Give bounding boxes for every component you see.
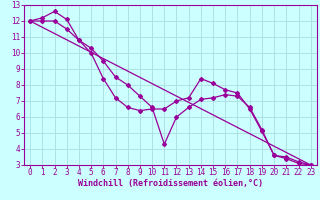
X-axis label: Windchill (Refroidissement éolien,°C): Windchill (Refroidissement éolien,°C) [78,179,263,188]
